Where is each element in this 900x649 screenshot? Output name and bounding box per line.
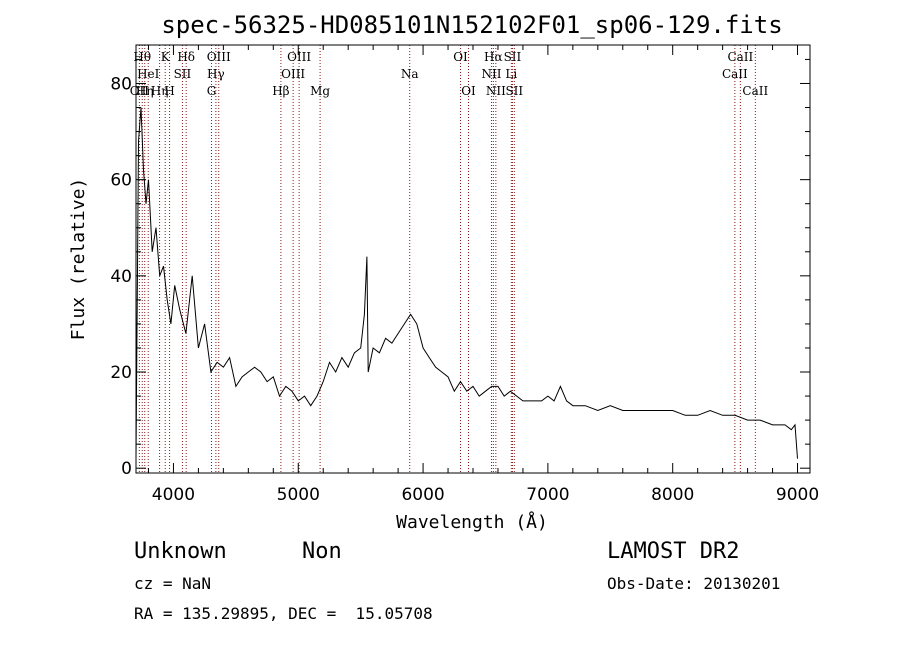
chart-title: spec-56325-HD085101N152102F01_sp06-129.f… <box>161 11 782 39</box>
line-label: Hδ <box>177 50 195 64</box>
y-tick-label: 40 <box>110 267 132 287</box>
line-label: SII <box>505 84 523 98</box>
plot-frame <box>135 44 811 474</box>
y-axis-label: Flux (relative) <box>68 178 89 341</box>
x-tick-label: 9000 <box>776 485 819 505</box>
spectrum-series <box>135 107 798 459</box>
line-label: G <box>207 84 217 98</box>
y-tick-label: 20 <box>110 363 132 383</box>
y-axis: 0 20 40 60 80 <box>110 58 810 479</box>
x-tick-label: 4000 <box>152 485 195 505</box>
line-label: Hη <box>151 84 169 98</box>
line-label: Hβ <box>272 84 289 98</box>
y-tick-label: 80 <box>110 74 132 94</box>
redshift-cz: cz = NaN <box>134 574 212 593</box>
x-tick-label: 7000 <box>526 485 569 505</box>
line-label: CaII <box>722 67 748 81</box>
line-label: OII <box>130 84 150 98</box>
line-label: HeI <box>137 67 160 81</box>
x-tick-label: 6000 <box>401 485 444 505</box>
line-label: NII <box>486 84 506 98</box>
line-label: Mg <box>310 84 330 98</box>
line-label: OIII <box>207 50 231 64</box>
line-label: Na <box>401 67 419 81</box>
line-label: Hη <box>136 84 154 98</box>
survey-name: LAMOST DR2 <box>607 539 740 564</box>
observation-date: Obs-Date: 20130201 <box>607 574 781 593</box>
line-label: H <box>164 84 174 98</box>
y-tick-label: 60 <box>110 171 132 191</box>
line-label: OI <box>461 84 476 98</box>
object-subclass: Non <box>302 539 342 564</box>
x-tick-label: 5000 <box>277 485 320 505</box>
line-label: CaII <box>742 84 768 98</box>
spectral-line-labels: OIIHθHηHeIHηKHSIIHδGHγOIIIHβOIIIOIIIMgNa… <box>130 50 769 98</box>
spectrum-line <box>135 107 798 459</box>
line-label: SII <box>174 67 192 81</box>
line-label: Hγ <box>207 67 225 81</box>
line-label: Li <box>505 67 517 81</box>
coordinates: RA = 135.29895, DEC = 15.05708 <box>134 604 433 623</box>
line-label: Hα <box>484 50 503 64</box>
line-label: OIII <box>287 50 311 64</box>
x-axis: 4000 5000 6000 7000 8000 9000 <box>147 45 819 505</box>
x-tick-label: 8000 <box>651 485 694 505</box>
y-tick-label: 0 <box>121 459 132 479</box>
line-label: CaII <box>727 50 753 64</box>
x-axis-label: Wavelength (Å) <box>396 511 548 533</box>
line-label: K <box>161 50 171 64</box>
object-class: Unknown <box>134 539 227 564</box>
spectral-line-markers <box>138 45 756 473</box>
line-label: NII <box>481 67 501 81</box>
line-label: OIII <box>281 67 305 81</box>
line-label: Hθ <box>133 50 151 64</box>
line-label: SII <box>504 50 522 64</box>
line-label: OI <box>453 50 468 64</box>
